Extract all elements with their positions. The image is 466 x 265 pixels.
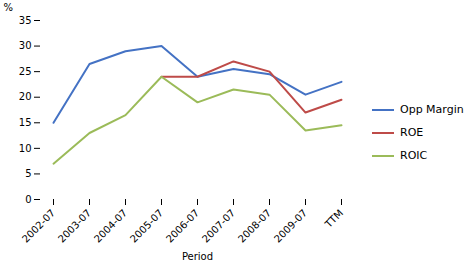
- svg-text:2008-07: 2008-07: [236, 207, 273, 244]
- svg-text:%: %: [4, 2, 14, 13]
- html-text:ROIC: ROIC: [400, 149, 428, 162]
- svg-text:2004-07: 2004-07: [92, 207, 129, 244]
- svg-text:TTM: TTM: [322, 207, 345, 230]
- svg-text:20: 20: [19, 91, 32, 102]
- svg-text:35: 35: [19, 15, 32, 26]
- svg-text:10: 10: [19, 143, 32, 154]
- svg-text:0: 0: [25, 194, 31, 205]
- svg-text:2002-07: 2002-07: [20, 207, 57, 244]
- svg-text:30: 30: [19, 40, 32, 51]
- svg-text:2007-07: 2007-07: [200, 207, 237, 244]
- svg-text:2005-07: 2005-07: [128, 207, 165, 244]
- svg-text:25: 25: [19, 66, 32, 77]
- svg-text:Period: Period: [182, 251, 213, 262]
- svg-text:2009-07: 2009-07: [272, 207, 309, 244]
- html-text:ROE: ROE: [400, 126, 424, 139]
- html-text:Opp Margin: Opp Margin: [400, 103, 464, 116]
- svg-text:2003-07: 2003-07: [56, 207, 93, 244]
- svg-text:5: 5: [25, 168, 31, 179]
- svg-text:15: 15: [19, 117, 32, 128]
- svg-text:2006-07: 2006-07: [164, 207, 201, 244]
